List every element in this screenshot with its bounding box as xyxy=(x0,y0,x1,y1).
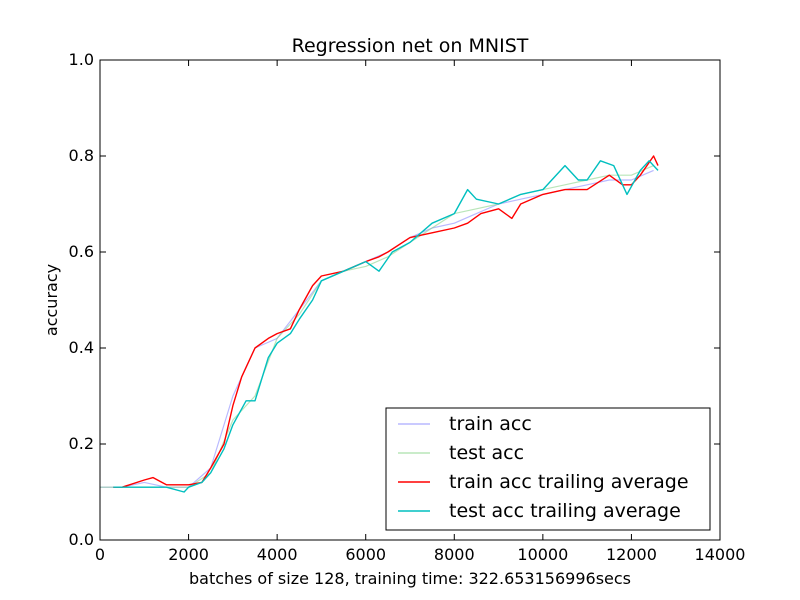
y-tick-label: 0.8 xyxy=(69,146,94,165)
legend-label-test-acc-trailing-average: test acc trailing average xyxy=(449,500,681,522)
x-tick-label: 6000 xyxy=(345,545,386,564)
x-tick-label: 10000 xyxy=(517,545,568,564)
legend-box xyxy=(385,407,711,531)
chart-title: Regression net on MNIST xyxy=(292,35,529,57)
y-tick-label: 0.6 xyxy=(69,242,94,261)
x-tick-label: 2000 xyxy=(168,545,209,564)
y-tick-label: 0.2 xyxy=(69,434,94,453)
y-tick-label: 0.4 xyxy=(69,338,94,357)
legend-label-test-acc: test acc xyxy=(449,442,524,464)
x-axis-label: batches of size 128, training time: 322.… xyxy=(189,569,631,588)
series-layer xyxy=(100,155,659,493)
x-tick-label: 12000 xyxy=(606,545,657,564)
series-line-test-acc-trailing-average xyxy=(113,160,659,493)
legend: train acc test acc train acc trailing aver… xyxy=(385,407,711,531)
x-tick-label: 14000 xyxy=(695,545,746,564)
x-tick-label: 4000 xyxy=(257,545,298,564)
legend-label-train-acc-trailing-average: train acc trailing average xyxy=(449,471,689,493)
x-tick-label: 8000 xyxy=(434,545,475,564)
y-tick-label: 1.0 xyxy=(69,50,94,69)
x-tick-label: 0 xyxy=(95,545,105,564)
legend-items: train acc test acc train acc trailing aver… xyxy=(398,413,689,522)
y-tick-label: 0.0 xyxy=(69,530,94,549)
y-axis-label: accuracy xyxy=(42,264,61,336)
legend-label-train-acc: train acc xyxy=(449,413,532,435)
ticks-layer: 0 2000 4000 6000 8000 10000 12000 14000 0.0 0.2 0.… xyxy=(69,50,746,564)
plot-frame xyxy=(99,59,721,541)
